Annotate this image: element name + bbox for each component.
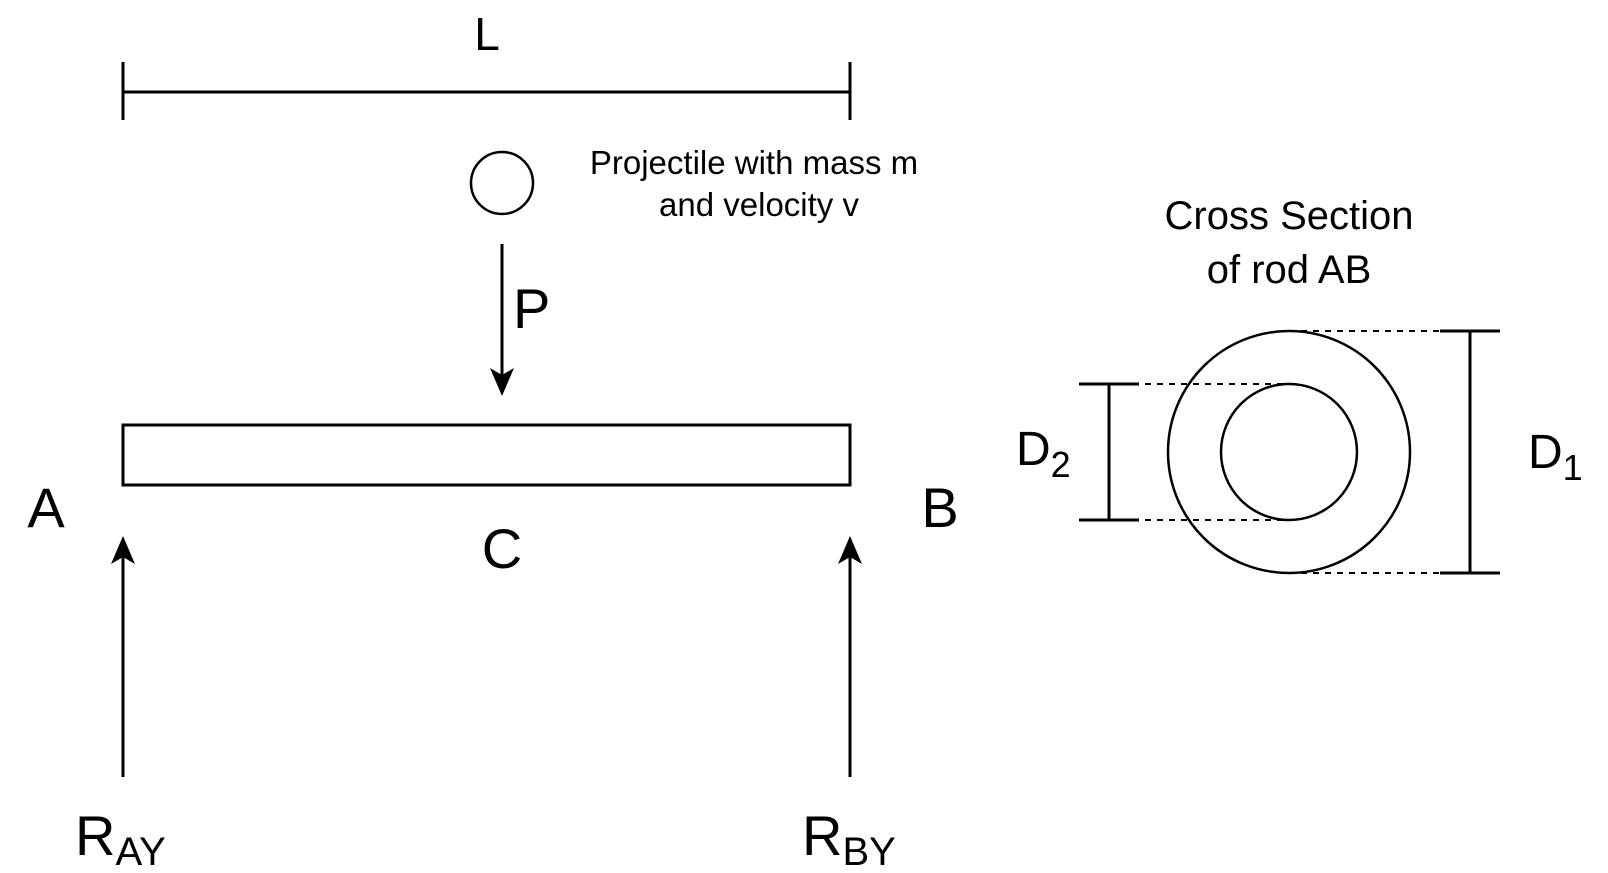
reaction-a-sub: AY xyxy=(115,830,165,873)
cross-section-title-line1: Cross Section xyxy=(1165,194,1414,238)
projectile: Projectile with mass m and velocity v xyxy=(469,144,918,223)
load-arrow-p: P xyxy=(490,244,550,396)
end-label-b: B xyxy=(921,476,958,539)
inner-diameter-main: D xyxy=(1016,423,1051,476)
length-dimension: L xyxy=(121,8,852,120)
reaction-b-main: R xyxy=(802,804,842,867)
length-label: L xyxy=(474,8,500,60)
projectile-label-line1: Projectile with mass m xyxy=(590,144,918,181)
outer-diameter-sub: 1 xyxy=(1563,447,1583,488)
beam-ab xyxy=(121,423,852,487)
reaction-b-head xyxy=(838,536,862,564)
inner-diameter-label: D2 xyxy=(1016,423,1071,485)
end-label-a: A xyxy=(27,476,65,539)
outer-circle xyxy=(1166,329,1412,575)
outer-diameter-main: D xyxy=(1528,426,1563,479)
reaction-label-b: RBY xyxy=(802,804,896,873)
reaction-label-a: RAY xyxy=(75,804,166,873)
cross-section: Cross Section of rod AB D1 D2 xyxy=(1016,194,1583,575)
reaction-a-main: R xyxy=(75,804,115,867)
projectile-label-line2: and velocity v xyxy=(659,186,859,223)
midpoint-label-c: C xyxy=(482,517,522,580)
load-arrow-head xyxy=(490,368,514,396)
reaction-b-sub: BY xyxy=(842,830,895,873)
cross-section-title-line2: of rod AB xyxy=(1207,248,1372,292)
projectile-circle xyxy=(469,150,535,216)
reaction-arrow-b: RBY xyxy=(802,536,896,873)
inner-circle xyxy=(1219,382,1359,522)
reaction-arrow-a: RAY xyxy=(75,536,166,873)
reaction-a-head xyxy=(111,536,135,564)
load-label: P xyxy=(513,277,550,340)
inner-diameter-sub: 2 xyxy=(1051,444,1071,485)
outer-diameter-label: D1 xyxy=(1528,426,1583,488)
